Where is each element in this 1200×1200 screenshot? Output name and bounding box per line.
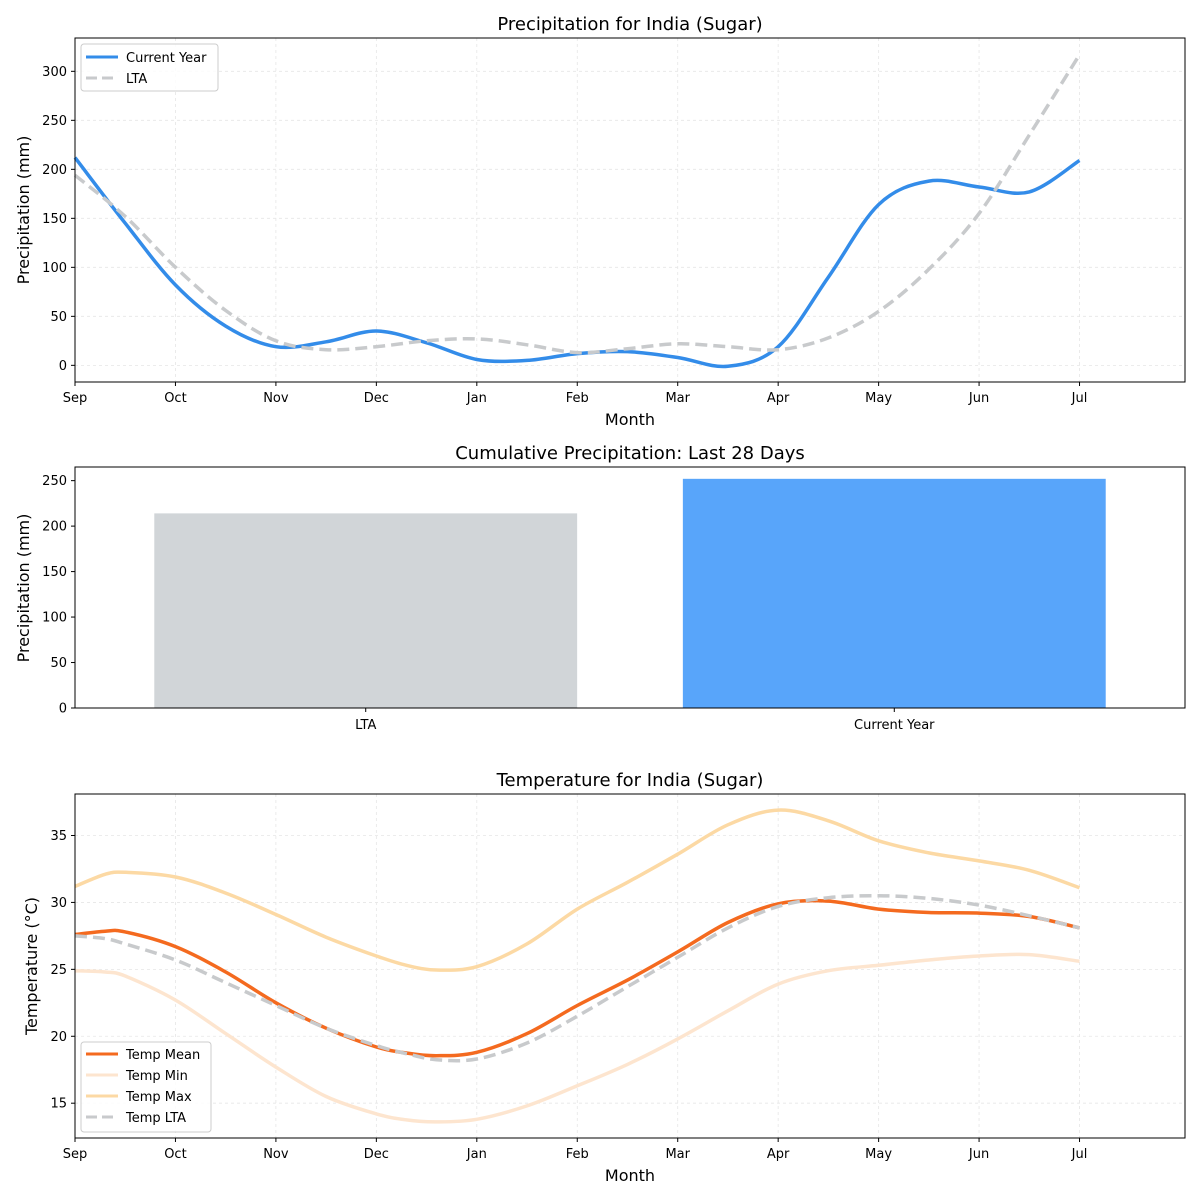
precipitation-y-tick-label: 100: [42, 261, 67, 276]
temperature-x-tick-label: Nov: [263, 1147, 289, 1162]
temperature-x-tick-label: Jul: [1071, 1147, 1088, 1162]
precipitation-y-tick-label: 150: [42, 212, 67, 227]
legend-label-lta: LTA: [126, 72, 147, 87]
cumulative-y-ticks: 0 50 100 150 200 250: [42, 474, 75, 717]
precipitation-y-tick-label: 50: [50, 310, 67, 325]
temperature-y-tick-label: 15: [50, 1097, 67, 1112]
bar-current-year: [682, 478, 1106, 708]
legend-label-temp-max: Temp Max: [125, 1090, 192, 1105]
cumulative-y-tick-label: 0: [59, 702, 67, 717]
temperature-chart: Sep Oct Nov Dec Jan Feb Mar Apr May Jun Jul 15 20 25…: [22, 770, 1186, 1185]
temperature-y-axis-label: Temperature (°C): [22, 897, 41, 1036]
cumulative-x-tick-label: Current Year: [854, 718, 935, 733]
precipitation-y-axis-label: Precipitation (mm): [14, 136, 33, 285]
cumulative-title: Cumulative Precipitation: Last 28 Days: [455, 443, 805, 464]
legend-label-temp-mean: Temp Mean: [125, 1048, 200, 1063]
precipitation-y-tick-label: 0: [59, 359, 67, 374]
precipitation-chart: Sep Oct Nov Dec Jan Feb Mar Apr May Jun Jul 0 50 100…: [14, 14, 1186, 429]
series-line-lta: [73, 53, 1081, 355]
cumulative-y-axis-label: Precipitation (mm): [14, 514, 33, 663]
temperature-x-tick-label: Oct: [164, 1147, 186, 1162]
temperature-y-tick-label: 35: [50, 829, 67, 844]
precipitation-title: Precipitation for India (Sugar): [497, 14, 762, 35]
precipitation-plot-frame: [74, 37, 1186, 383]
precipitation-x-tick-label: Nov: [263, 391, 289, 406]
precipitation-x-tick-label: May: [865, 391, 892, 406]
series-line-temp-mean: [74, 898, 1080, 1058]
legend-label-current-year: Current Year: [126, 51, 207, 66]
precipitation-grid: [74, 38, 1185, 382]
precipitation-y-ticks: 0 50 100 150 200 250 300: [42, 65, 75, 374]
temperature-title: Temperature for India (Sugar): [496, 770, 764, 791]
temperature-x-tick-label: Dec: [364, 1147, 389, 1162]
temperature-x-tick-label: Apr: [767, 1147, 790, 1162]
cumulative-y-tick-label: 50: [50, 656, 67, 671]
precipitation-x-ticks: Sep Oct Nov Dec Jan Feb Mar Apr May Jun Jul: [63, 382, 1088, 406]
temperature-legend: Temp Mean Temp Min Temp Max Temp LTA: [80, 1041, 212, 1133]
precipitation-x-tick-label: Jan: [466, 391, 487, 406]
precipitation-x-tick-label: Jun: [968, 391, 989, 406]
precipitation-x-axis-label: Month: [605, 410, 655, 429]
precipitation-y-tick-label: 200: [42, 163, 67, 178]
precipitation-x-tick-label: Apr: [767, 391, 790, 406]
series-line-temp-max: [74, 808, 1081, 972]
cumulative-x-ticks: LTA Current Year: [355, 708, 935, 733]
precipitation-y-tick-label: 250: [42, 114, 67, 129]
precipitation-x-tick-label: Sep: [63, 391, 88, 406]
temperature-grid: [74, 794, 1185, 1138]
temperature-y-tick-label: 20: [50, 1030, 67, 1045]
temperature-plot-frame: [74, 793, 1186, 1139]
precipitation-x-tick-label: Oct: [164, 391, 186, 406]
cumulative-plot-frame: [74, 466, 1186, 709]
temperature-y-ticks: 15 20 25 30 35: [50, 829, 75, 1112]
cumulative-y-tick-label: 150: [42, 565, 67, 580]
series-line-temp-min: [74, 952, 1080, 1124]
precipitation-x-tick-label: Mar: [665, 391, 690, 406]
temperature-lines: [74, 808, 1081, 1124]
cumulative-precipitation-chart: LTA Current Year 0 50 100 150 200 250 Cumulati…: [14, 443, 1186, 733]
precipitation-x-tick-label: Dec: [364, 391, 389, 406]
precipitation-y-tick-label: 300: [42, 65, 67, 80]
legend-frame: [80, 1041, 212, 1133]
cumulative-y-tick-label: 100: [42, 611, 67, 626]
cumulative-x-tick-label: LTA: [355, 718, 376, 733]
temperature-y-tick-label: 30: [50, 896, 67, 911]
temperature-x-tick-label: Jan: [466, 1147, 487, 1162]
temperature-x-tick-label: Feb: [566, 1147, 589, 1162]
legend-label-temp-lta: Temp LTA: [125, 1111, 186, 1126]
legend-label-temp-min: Temp Min: [125, 1069, 188, 1084]
precipitation-legend: Current Year LTA: [80, 43, 219, 92]
temperature-x-tick-label: Sep: [63, 1147, 88, 1162]
cumulative-bars: [154, 478, 1106, 708]
temperature-x-tick-label: May: [865, 1147, 892, 1162]
temperature-y-tick-label: 25: [50, 963, 67, 978]
precipitation-x-tick-label: Jul: [1071, 391, 1088, 406]
temperature-x-tick-label: Mar: [665, 1147, 690, 1162]
cumulative-y-tick-label: 250: [42, 474, 67, 489]
precipitation-x-tick-label: Feb: [566, 391, 589, 406]
bar-lta: [154, 513, 578, 708]
cumulative-y-tick-label: 200: [42, 520, 67, 535]
temperature-x-tick-label: Jun: [968, 1147, 989, 1162]
precipitation-lines: [73, 53, 1081, 369]
series-line-temp-lta: [74, 893, 1080, 1063]
temperature-x-axis-label: Month: [605, 1166, 655, 1185]
temperature-x-ticks: Sep Oct Nov Dec Jan Feb Mar Apr May Jun Jul: [63, 1138, 1088, 1162]
